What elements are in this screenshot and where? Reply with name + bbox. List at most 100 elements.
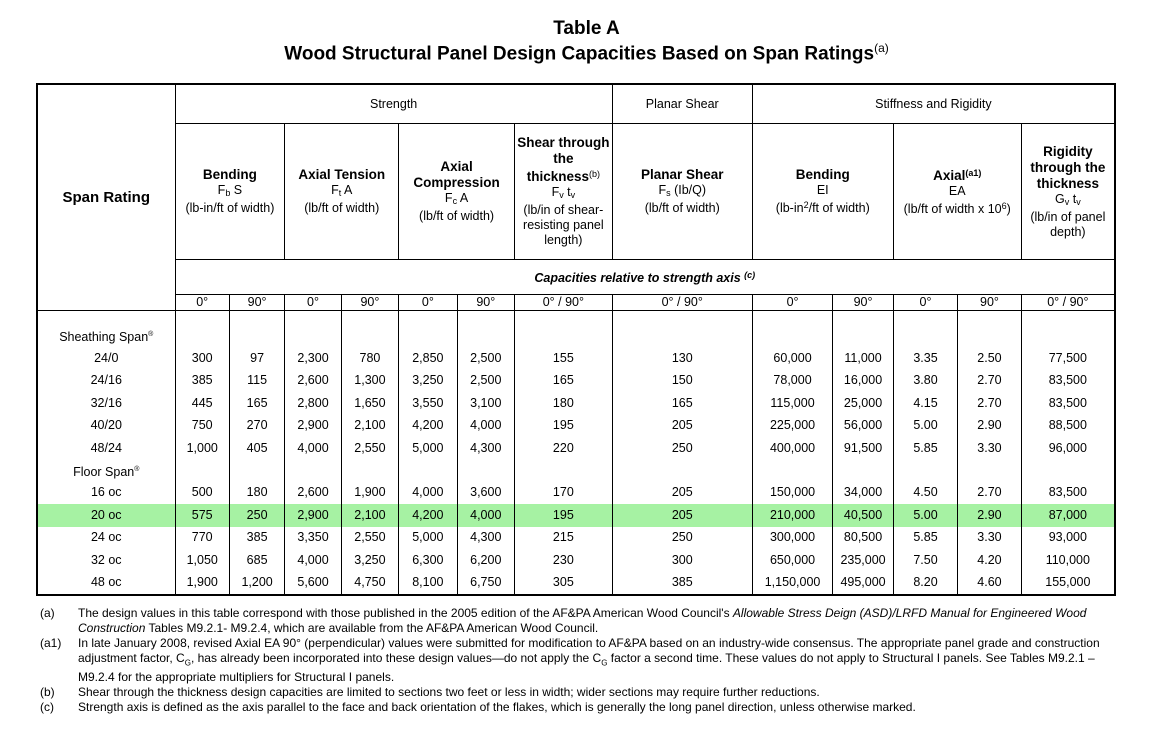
angle-header-cell: 90° <box>832 294 894 311</box>
value-cell: 115,000 <box>751 392 834 415</box>
col-axial-compression: Axial Compression Fc A (lb/ft of width) <box>398 123 515 260</box>
empty-cell <box>513 459 613 482</box>
value-cell: 2,900 <box>284 504 342 527</box>
span-rating-cell: 32 oc <box>36 549 176 572</box>
empty-cell <box>340 459 400 482</box>
footnote: (a1) In late January 2008, revised Axial … <box>40 636 1120 685</box>
value-cell: 3,550 <box>398 392 458 415</box>
footnote: (c) Strength axis is defined as the axis … <box>40 700 1120 715</box>
value-cell: 220 <box>513 437 613 460</box>
section-label: Floor Span® <box>36 459 176 482</box>
spacer-cell <box>174 310 230 325</box>
table-row: 40/20 750 270 2,900 2,100 4,200 4,000 195 205 225… <box>36 414 1116 437</box>
value-cell: 495,000 <box>832 571 894 595</box>
value-cell: 2,550 <box>340 437 400 460</box>
value-cell: 40,500 <box>832 504 894 527</box>
empty-cell <box>957 325 1022 347</box>
value-cell: 180 <box>228 481 286 504</box>
empty-cell <box>611 325 753 347</box>
value-cell: 97 <box>228 347 286 370</box>
span-rating-header: Span Rating <box>36 84 176 311</box>
value-cell: 3,600 <box>456 481 515 504</box>
value-cell: 250 <box>228 504 286 527</box>
value-cell: 155 <box>513 347 613 370</box>
value-cell: 56,000 <box>832 414 894 437</box>
angle-header-row: 0° 90° 0° 90° 0° 90° 0° / 90° 0° / 90° 0° 90° 0° 90… <box>37 294 1116 311</box>
value-cell: 2.70 <box>957 481 1022 504</box>
empty-cell <box>1020 325 1116 347</box>
value-cell: 2.70 <box>957 369 1022 392</box>
value-cell: 150,000 <box>751 481 834 504</box>
value-cell: 195 <box>513 504 613 527</box>
value-cell: 5,600 <box>284 571 342 595</box>
value-cell: 250 <box>611 437 753 460</box>
span-rating-cell: 24 oc <box>36 526 176 549</box>
value-cell: 445 <box>174 392 230 415</box>
value-cell: 230 <box>513 549 613 572</box>
footnote-text: In late January 2008, revised Axial EA 9… <box>78 636 1100 685</box>
value-cell: 5,000 <box>398 526 458 549</box>
value-cell: 3.30 <box>957 526 1022 549</box>
value-cell: 150 <box>611 369 753 392</box>
value-cell: 8,100 <box>398 571 458 595</box>
value-cell: 400,000 <box>751 437 834 460</box>
empty-cell <box>957 459 1022 482</box>
spacer-cell <box>513 310 613 325</box>
value-cell: 2,800 <box>284 392 342 415</box>
value-cell: 4.50 <box>892 481 959 504</box>
value-cell: 2,600 <box>284 369 342 392</box>
value-cell: 5,000 <box>398 437 458 460</box>
value-cell: 1,650 <box>340 392 400 415</box>
angle-header-cell: 0° <box>398 294 458 311</box>
value-cell: 16,000 <box>832 369 894 392</box>
value-cell: 5.00 <box>892 504 959 527</box>
empty-cell <box>751 459 834 482</box>
section-header-row: Floor Span® <box>36 459 1116 482</box>
footnote: (a) The design values in this table corre… <box>40 606 1120 636</box>
empty-cell <box>751 325 834 347</box>
value-cell: 385 <box>228 526 286 549</box>
spacer-cell <box>456 310 515 325</box>
value-cell: 2.90 <box>957 414 1022 437</box>
empty-cell <box>513 325 613 347</box>
spacer-cell <box>892 310 959 325</box>
empty-cell <box>892 325 959 347</box>
table-row: 20 oc 575 250 2,900 2,100 4,200 4,000 195 205 210… <box>36 504 1116 527</box>
value-cell: 3,250 <box>398 369 458 392</box>
spacer-cell <box>1020 310 1116 325</box>
angle-header-cell: 0° / 90° <box>1020 294 1116 311</box>
empty-cell <box>1020 459 1116 482</box>
value-cell: 6,300 <box>398 549 458 572</box>
table-row: 24/16 385 115 2,600 1,300 3,250 2,500 165 150 78,… <box>36 369 1116 392</box>
value-cell: 5.00 <box>892 414 959 437</box>
value-cell: 1,150,000 <box>751 571 834 595</box>
empty-cell <box>398 325 458 347</box>
col-axial-tension: Axial Tension Ft A (lb/ft of width) <box>284 123 400 260</box>
value-cell: 4.20 <box>957 549 1022 572</box>
value-cell: 2.70 <box>957 392 1022 415</box>
value-cell: 34,000 <box>832 481 894 504</box>
col-stiffness-bending: Bending EI (lb-in2/ft of width) <box>751 123 894 260</box>
empty-cell <box>174 325 230 347</box>
value-cell: 4,750 <box>340 571 400 595</box>
footnote-key: (b) <box>40 685 55 700</box>
col-axial-ea: Axial(a1) EA (lb/ft of width x 106) <box>892 123 1022 260</box>
value-cell: 780 <box>340 347 400 370</box>
value-cell: 165 <box>228 392 286 415</box>
value-cell: 130 <box>611 347 753 370</box>
design-capacities-table: Span Rating Strength Planar Shear Stiffn… <box>36 83 1116 596</box>
value-cell: 6,750 <box>456 571 515 595</box>
value-cell: 2,900 <box>284 414 342 437</box>
angle-header-cell: 90° <box>957 294 1022 311</box>
span-rating-cell: 32/16 <box>36 392 176 415</box>
value-cell: 5.85 <box>892 526 959 549</box>
footnote-text: Strength axis is defined as the axis par… <box>78 700 916 715</box>
value-cell: 115 <box>228 369 286 392</box>
value-cell: 78,000 <box>751 369 834 392</box>
value-cell: 270 <box>228 414 286 437</box>
value-cell: 25,000 <box>832 392 894 415</box>
table-row: 24/0 300 97 2,300 780 2,850 2,500 155 130 60,000 1… <box>36 347 1116 370</box>
value-cell: 300 <box>611 549 753 572</box>
span-rating-cell: 16 oc <box>36 481 176 504</box>
value-cell: 300 <box>174 347 230 370</box>
